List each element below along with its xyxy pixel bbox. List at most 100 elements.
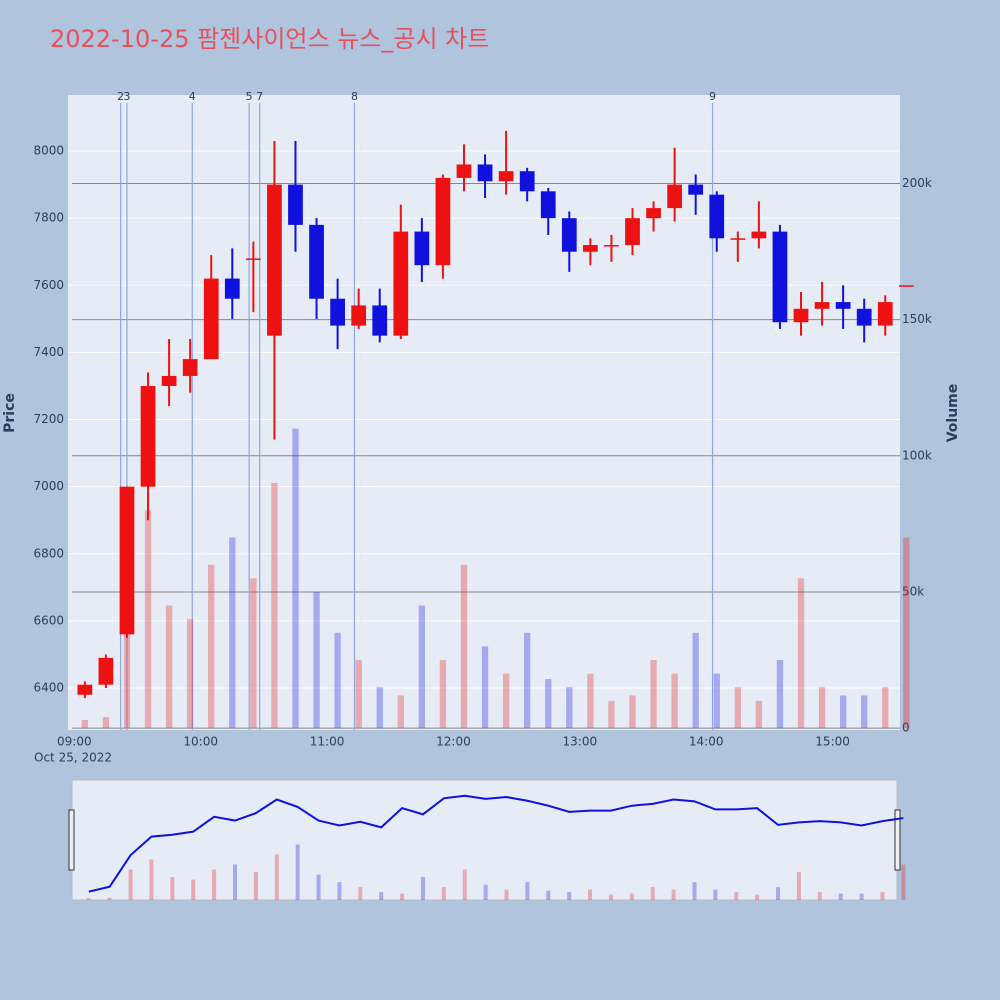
candle-body <box>772 231 788 323</box>
volume-bar <box>439 660 447 729</box>
range-slider[interactable] <box>71 779 898 901</box>
slider-volume-bar <box>107 897 112 900</box>
y2-tick-label: 50k <box>902 584 924 598</box>
slider-volume-bar <box>692 882 697 900</box>
candle-body <box>98 657 114 685</box>
y-tick-label: 7600 <box>33 278 64 292</box>
news-marker-label: 7 <box>256 90 263 103</box>
volume-bar <box>355 660 362 729</box>
candle-body <box>667 184 682 209</box>
candle-body <box>267 184 282 336</box>
candle-body <box>814 302 830 309</box>
slider-volume-bar <box>358 887 363 900</box>
volume-bar <box>334 632 341 729</box>
slider-handle[interactable] <box>68 809 75 871</box>
y2-tick-label: 0 <box>902 721 910 735</box>
candle-body <box>477 164 493 182</box>
chart-title: 2022-10-25 팜젠사이언스 뉴스_공시 차트 <box>50 25 489 53</box>
y-tick-label: 7400 <box>33 345 64 359</box>
slider-volume-bar <box>274 854 279 900</box>
candle-body <box>77 684 93 695</box>
news-marker-label: 3 <box>123 90 130 103</box>
volume-bar <box>229 537 236 729</box>
volume-bar <box>776 660 784 729</box>
volume-bar <box>102 717 110 729</box>
slider-handle[interactable] <box>894 809 901 871</box>
candle-body <box>582 245 598 252</box>
slider-volume-bar <box>316 874 321 900</box>
volume-bar <box>692 632 699 729</box>
volume-bar <box>587 673 594 729</box>
y2-axis-title: Volume <box>945 384 961 443</box>
volume-bar <box>629 695 636 729</box>
candle-body <box>604 245 619 247</box>
volume-bar <box>839 695 847 729</box>
volume-bar <box>165 605 173 729</box>
candle-body <box>393 231 409 336</box>
y-tick-label: 6400 <box>33 681 64 695</box>
y-tick-label: 7000 <box>33 479 64 493</box>
candle-body <box>309 224 324 299</box>
slider-volume-bar <box>504 889 509 900</box>
volume-bar <box>250 578 257 729</box>
x-tick-label: 09:00 <box>57 735 92 749</box>
volume-bar <box>608 700 615 729</box>
candle-body <box>288 184 303 225</box>
slider-volume-bar <box>629 893 634 900</box>
candle-body <box>330 298 345 326</box>
slider-volume-bar <box>859 893 864 900</box>
volume-bar <box>882 687 889 729</box>
y-tick-label: 6800 <box>33 546 64 560</box>
slider-volume-bar <box>671 889 676 900</box>
volume-bar <box>650 660 657 729</box>
candle-body <box>414 231 430 266</box>
slider-volume-bar <box>170 877 175 900</box>
slider-volume-bar <box>608 894 613 900</box>
volume-bar <box>376 687 383 729</box>
slider-volume-bar <box>233 864 237 900</box>
x-tick-label: 15:00 <box>815 735 850 749</box>
volume-bar <box>187 619 194 729</box>
volume-bar <box>271 483 278 729</box>
slider-volume-bar <box>149 859 154 900</box>
x-tick-label: 14:00 <box>689 735 724 749</box>
slider-volume-bar <box>880 892 885 900</box>
volume-bar <box>903 537 910 729</box>
volume-bar <box>524 632 531 729</box>
slider-volume-bar <box>713 889 718 900</box>
candle-body <box>435 177 451 266</box>
volume-bar <box>418 605 426 729</box>
slider-volume-bar <box>441 887 446 900</box>
candle-body <box>709 194 725 239</box>
volume-bar <box>671 673 678 729</box>
volume-bar <box>545 679 552 729</box>
volume-bar <box>460 564 468 729</box>
slider-volume-bar <box>128 869 133 900</box>
x-tick-label: 12:00 <box>436 735 471 749</box>
candle-body <box>835 302 851 309</box>
slider-volume-bar <box>191 879 196 900</box>
candle-body <box>646 208 661 219</box>
news-marker-label: 9 <box>709 90 716 103</box>
candle-body <box>224 278 240 299</box>
slider-volume-bar <box>650 887 655 900</box>
x-date-label: Oct 25, 2022 <box>34 751 112 765</box>
slider-volume-bar <box>588 889 593 900</box>
slider-volume-bar <box>295 844 300 900</box>
slider-volume-bar <box>546 890 551 900</box>
volume-bar <box>144 510 152 729</box>
slider-volume-bar <box>796 872 801 900</box>
slider-volume-bar <box>838 893 843 900</box>
y-tick-label: 7200 <box>33 412 64 426</box>
volume-bar <box>797 578 805 729</box>
y-tick-label: 7800 <box>33 211 64 225</box>
slider-volume-bar <box>755 894 760 900</box>
y-tick-label: 6600 <box>33 613 64 627</box>
slider-volume-bar <box>212 869 217 900</box>
volume-bar <box>292 428 299 729</box>
slider-volume-bar <box>567 892 572 900</box>
y-axis-title: Price <box>2 393 18 433</box>
candle-body <box>498 171 514 182</box>
news-marker-label: 8 <box>351 90 358 103</box>
